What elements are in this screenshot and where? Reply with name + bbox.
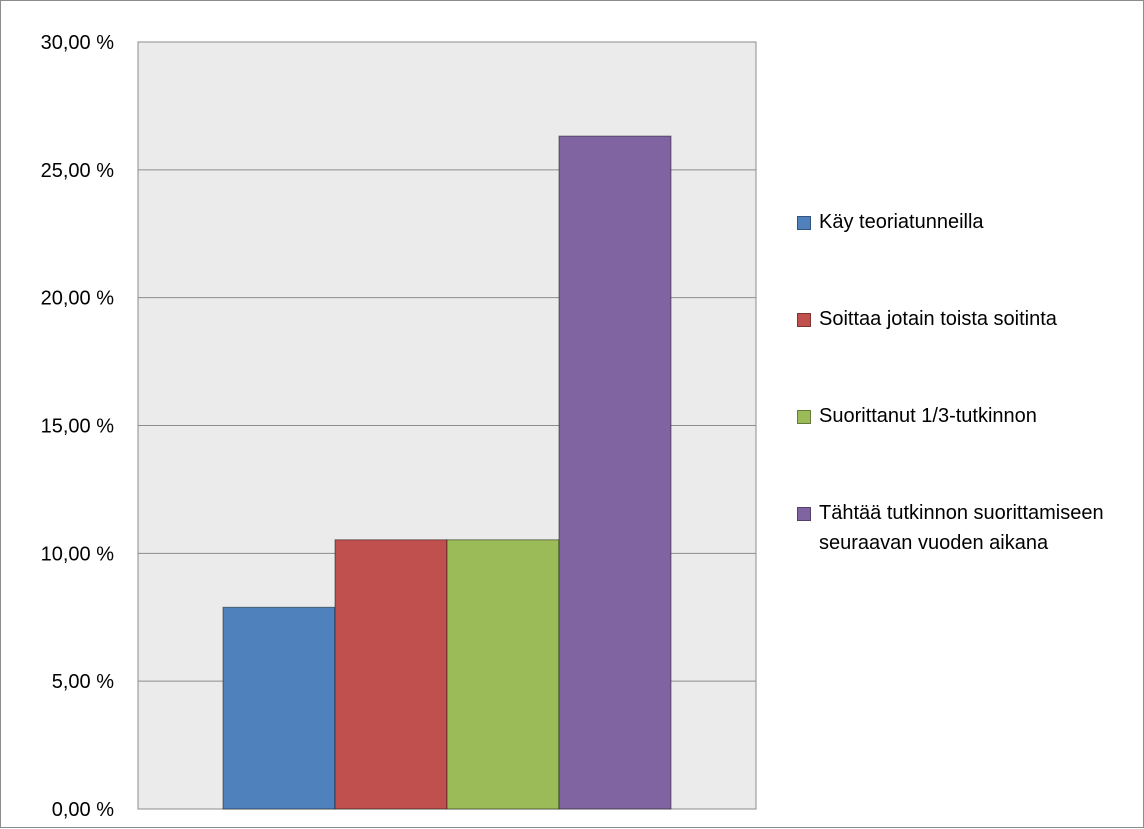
bar-4 [558, 135, 672, 810]
y-tick-label: 25,00 % [41, 160, 115, 182]
legend-label: Käy teoriatunneilla [819, 211, 984, 233]
legend-item: Käy teoriatunneilla [797, 207, 1137, 237]
legend-swatch [797, 313, 811, 327]
y-tick-label: 30,00 % [41, 32, 115, 54]
bar-2 [334, 539, 448, 810]
legend-swatch [797, 216, 811, 230]
y-tick-label: 10,00 % [41, 543, 115, 565]
y-tick-label: 0,00 % [52, 799, 114, 821]
bar-3 [446, 539, 560, 810]
legend-item: Soittaa jotain toista soitinta [797, 304, 1137, 334]
chart-legend: Käy teoriatunneilla Soittaa jotain toista… [797, 207, 1137, 558]
y-tick-label: 5,00 % [52, 671, 114, 693]
legend-swatch [797, 507, 811, 521]
y-tick-label: 15,00 % [41, 416, 115, 438]
legend-label: Soittaa jotain toista soitinta [819, 308, 1057, 330]
legend-swatch [797, 410, 811, 424]
bar-1 [222, 606, 336, 810]
legend-item: Suorittanut 1/3-tutkinnon [797, 401, 1137, 431]
y-tick-label: 20,00 % [41, 288, 115, 310]
legend-item: Tähtää tutkinnon suorittamiseen seuraava… [797, 498, 1109, 558]
legend-label: Suorittanut 1/3-tutkinnon [819, 405, 1037, 427]
legend-label: Tähtää tutkinnon suorittamiseen seuraava… [819, 502, 1104, 554]
